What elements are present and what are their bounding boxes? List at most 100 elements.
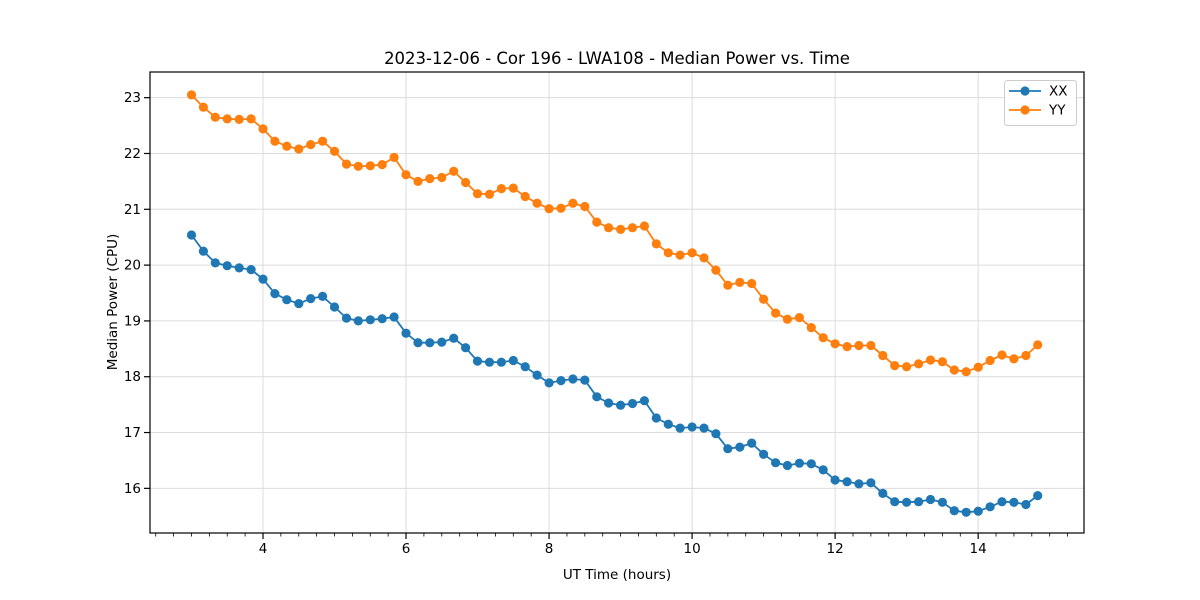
data-point-yy bbox=[830, 339, 840, 349]
data-point-yy bbox=[747, 278, 757, 289]
data-point-xx bbox=[973, 506, 983, 516]
data-point-xx bbox=[377, 314, 387, 324]
data-point-xx bbox=[854, 479, 864, 489]
data-point-xx bbox=[794, 458, 805, 468]
data-point-yy bbox=[532, 198, 542, 208]
x-tick-label: 8 bbox=[545, 541, 554, 557]
data-point-xx bbox=[222, 261, 232, 271]
data-point-xx bbox=[985, 502, 995, 512]
series-layer bbox=[186, 90, 1043, 517]
data-point-yy bbox=[711, 265, 721, 275]
data-point-xx bbox=[771, 458, 781, 468]
y-tick-label: 17 bbox=[124, 425, 141, 441]
data-point-xx bbox=[902, 497, 912, 507]
data-point-xx bbox=[890, 497, 900, 507]
data-point-xx bbox=[759, 449, 769, 459]
data-point-yy bbox=[794, 313, 805, 323]
legend-label-xx: XX bbox=[1049, 84, 1068, 100]
data-point-xx bbox=[210, 258, 220, 268]
legend-marker-yy bbox=[1020, 105, 1030, 115]
y-tick-label: 21 bbox=[124, 202, 141, 218]
data-point-xx bbox=[496, 357, 506, 367]
data-point-yy bbox=[496, 184, 506, 194]
grid-layer bbox=[150, 72, 1084, 533]
data-point-xx bbox=[639, 396, 650, 406]
data-point-yy bbox=[484, 189, 495, 199]
data-point-yy bbox=[771, 308, 781, 318]
data-point-yy bbox=[186, 90, 197, 100]
legend-marker-xx bbox=[1020, 86, 1030, 96]
data-point-yy bbox=[723, 280, 733, 290]
data-point-xx bbox=[318, 291, 328, 301]
data-point-xx bbox=[961, 507, 971, 517]
data-point-yy bbox=[735, 277, 745, 287]
data-point-yy bbox=[1009, 354, 1019, 364]
data-point-yy bbox=[699, 253, 709, 263]
data-point-xx bbox=[306, 294, 316, 304]
data-point-xx bbox=[294, 299, 304, 309]
data-point-xx bbox=[651, 413, 661, 423]
data-point-xx bbox=[723, 444, 733, 454]
data-point-yy bbox=[985, 355, 995, 366]
data-point-yy bbox=[580, 201, 590, 212]
data-point-xx bbox=[472, 356, 483, 366]
data-point-xx bbox=[949, 506, 959, 516]
data-point-xx bbox=[914, 497, 924, 507]
data-point-yy bbox=[461, 177, 471, 188]
legend: XX YY bbox=[1004, 80, 1077, 126]
data-point-xx bbox=[413, 338, 423, 348]
data-point-xx bbox=[508, 355, 518, 366]
data-point-xx bbox=[675, 423, 685, 433]
data-point-yy bbox=[508, 183, 518, 193]
data-point-yy bbox=[842, 342, 852, 352]
plot-border bbox=[149, 71, 1085, 534]
data-point-yy bbox=[377, 160, 387, 170]
data-point-xx bbox=[282, 295, 292, 305]
data-point-xx bbox=[329, 302, 340, 312]
data-point-yy bbox=[413, 176, 423, 186]
data-point-yy bbox=[294, 144, 304, 154]
data-point-yy bbox=[973, 362, 983, 372]
data-point-xx bbox=[449, 333, 459, 343]
data-point-yy bbox=[890, 361, 900, 371]
data-point-yy bbox=[592, 217, 602, 227]
data-point-xx bbox=[627, 398, 638, 409]
data-point-yy bbox=[318, 136, 328, 146]
data-point-yy bbox=[759, 294, 769, 304]
data-point-yy bbox=[925, 355, 936, 365]
data-point-xx bbox=[568, 374, 578, 384]
data-point-yy bbox=[544, 204, 554, 214]
data-point-yy bbox=[878, 350, 888, 361]
data-point-xx bbox=[663, 419, 673, 429]
y-tick-label: 19 bbox=[124, 313, 141, 329]
data-point-yy bbox=[782, 314, 793, 324]
data-point-yy bbox=[210, 112, 220, 122]
data-point-xx bbox=[198, 246, 208, 256]
data-point-yy bbox=[401, 170, 411, 180]
x-tick-label: 14 bbox=[970, 541, 987, 557]
legend-label-yy: YY bbox=[1048, 103, 1066, 119]
data-point-xx bbox=[186, 230, 197, 240]
y-tick-label: 20 bbox=[124, 258, 141, 274]
data-point-yy bbox=[520, 191, 530, 202]
data-point-yy bbox=[818, 333, 828, 343]
y-tick-label: 23 bbox=[124, 90, 141, 106]
data-point-xx bbox=[389, 312, 399, 322]
data-point-xx bbox=[1033, 491, 1043, 501]
data-point-yy bbox=[663, 248, 673, 258]
chart-title: 2023-12-06 - Cor 196 - LWA108 - Median P… bbox=[384, 49, 850, 68]
data-point-xx bbox=[270, 289, 280, 299]
y-axis-label: Median Power (CPU) bbox=[105, 234, 121, 370]
data-point-xx bbox=[937, 497, 948, 507]
data-point-yy bbox=[902, 362, 912, 372]
data-point-xx bbox=[520, 362, 530, 372]
data-point-yy bbox=[806, 323, 816, 333]
data-point-yy bbox=[282, 141, 292, 151]
data-point-xx bbox=[699, 423, 709, 433]
data-point-xx bbox=[1009, 497, 1019, 507]
data-point-xx bbox=[258, 274, 268, 284]
data-point-xx bbox=[532, 370, 542, 380]
data-point-yy bbox=[365, 161, 375, 171]
data-point-xx bbox=[365, 315, 375, 325]
